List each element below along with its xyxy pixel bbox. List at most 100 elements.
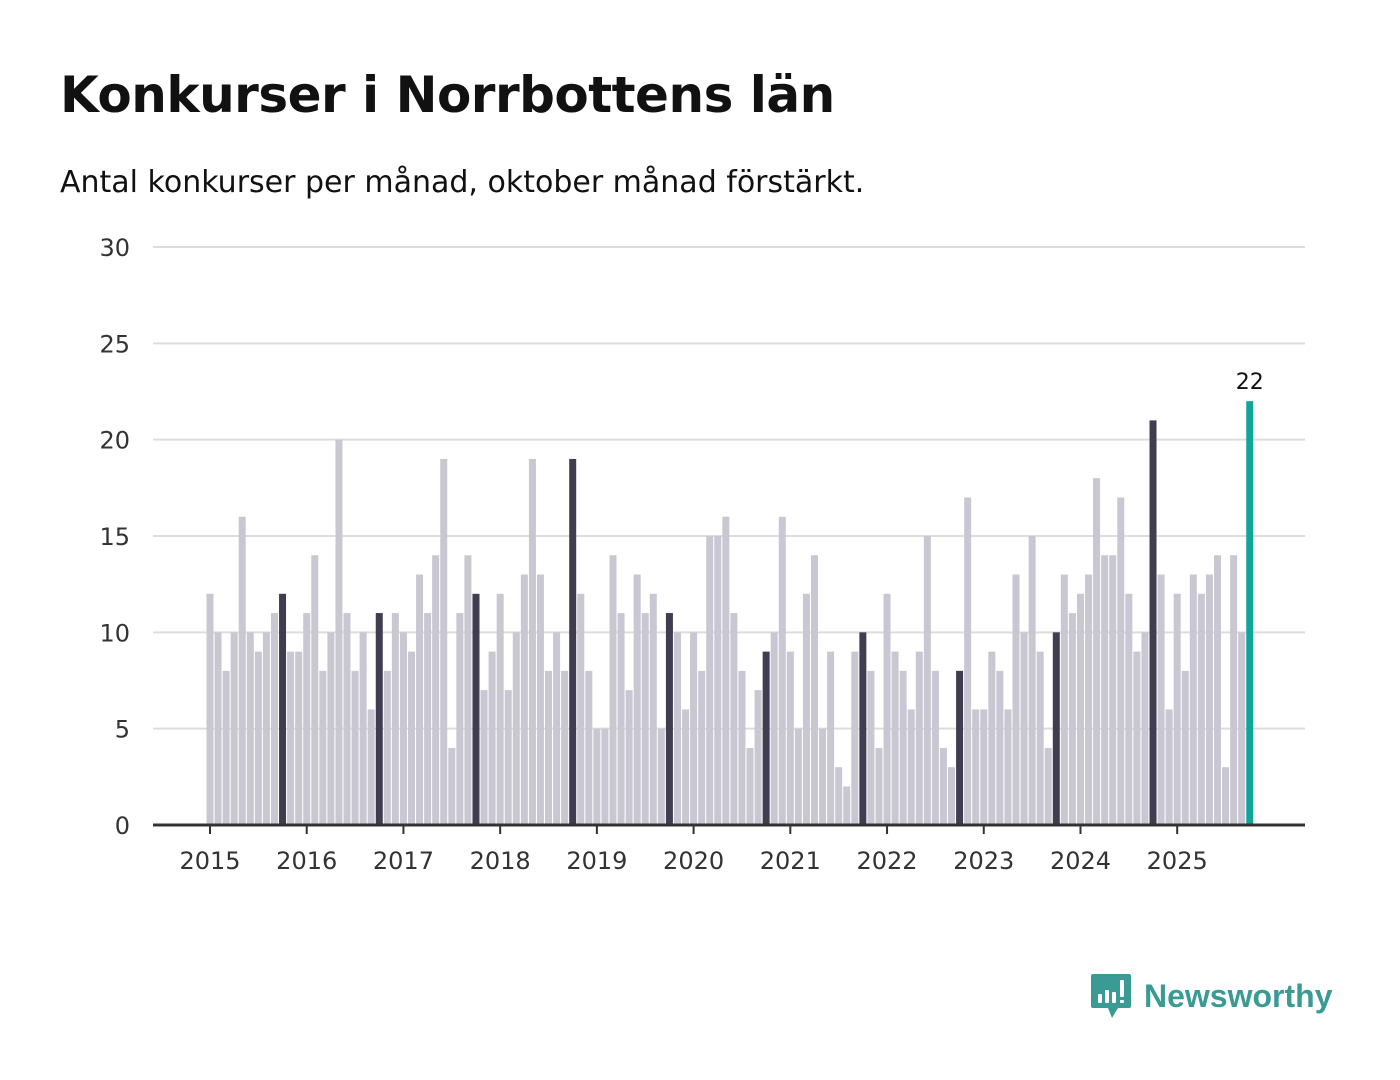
bar bbox=[601, 728, 609, 825]
newsworthy-logo-icon bbox=[1091, 974, 1131, 1018]
bar bbox=[359, 632, 367, 825]
bar bbox=[730, 613, 738, 825]
bar bbox=[577, 593, 585, 825]
bar bbox=[1238, 632, 1246, 825]
bar-october bbox=[1149, 420, 1157, 825]
x-tick-label: 2020 bbox=[663, 847, 724, 875]
bar bbox=[335, 439, 343, 825]
bar bbox=[416, 574, 424, 825]
bar bbox=[214, 632, 222, 825]
bar bbox=[875, 747, 883, 825]
x-tick-label: 2023 bbox=[953, 847, 1014, 875]
bar bbox=[351, 670, 359, 825]
bar bbox=[746, 747, 754, 825]
bar bbox=[561, 670, 569, 825]
bar bbox=[343, 613, 351, 825]
bar bbox=[1012, 574, 1020, 825]
bar bbox=[1020, 632, 1028, 825]
bar bbox=[399, 632, 407, 825]
bar bbox=[1076, 593, 1084, 825]
bar bbox=[1036, 651, 1044, 825]
bar bbox=[1157, 574, 1165, 825]
bar bbox=[391, 613, 399, 825]
y-tick-label: 10 bbox=[99, 619, 130, 647]
bar bbox=[794, 728, 802, 825]
bar bbox=[1181, 670, 1189, 825]
bar bbox=[1125, 593, 1133, 825]
bar bbox=[641, 613, 649, 825]
bar-october bbox=[665, 613, 673, 825]
bar bbox=[230, 632, 238, 825]
y-tick-label: 25 bbox=[99, 330, 130, 358]
bar-october bbox=[279, 593, 287, 825]
bar bbox=[319, 670, 327, 825]
x-tick-label: 2024 bbox=[1050, 847, 1111, 875]
bar bbox=[851, 651, 859, 825]
bar bbox=[553, 632, 561, 825]
bar bbox=[512, 632, 520, 825]
bar bbox=[899, 670, 907, 825]
bar bbox=[988, 651, 996, 825]
bar bbox=[536, 574, 544, 825]
bar bbox=[327, 632, 335, 825]
bar bbox=[383, 670, 391, 825]
bar bbox=[520, 574, 528, 825]
bar bbox=[424, 613, 432, 825]
bar bbox=[1004, 709, 1012, 825]
chart-subtitle: Antal konkurser per månad, oktober månad… bbox=[60, 165, 865, 200]
x-tick-label: 2019 bbox=[566, 847, 627, 875]
bar bbox=[883, 593, 891, 825]
x-tick-label: 2015 bbox=[179, 847, 240, 875]
bar bbox=[545, 670, 553, 825]
bar bbox=[246, 632, 254, 825]
bar bbox=[786, 651, 794, 825]
bar bbox=[778, 516, 786, 825]
bar bbox=[972, 709, 980, 825]
bar bbox=[1028, 536, 1036, 825]
bar bbox=[915, 651, 923, 825]
y-tick-label: 15 bbox=[99, 523, 130, 551]
bar-october bbox=[859, 632, 867, 825]
bar bbox=[1109, 555, 1117, 825]
bar bbox=[657, 728, 665, 825]
bar bbox=[1165, 709, 1173, 825]
bar bbox=[722, 516, 730, 825]
bar bbox=[464, 555, 472, 825]
bar bbox=[1093, 478, 1101, 825]
bar bbox=[1173, 593, 1181, 825]
bar-october bbox=[956, 670, 964, 825]
bar bbox=[907, 709, 915, 825]
x-tick-label: 2021 bbox=[760, 847, 821, 875]
bar bbox=[238, 516, 246, 825]
y-tick-label: 30 bbox=[99, 234, 130, 262]
bar bbox=[367, 709, 375, 825]
bar-october bbox=[375, 613, 383, 825]
chart-title: Konkurser i Norrbottens län bbox=[60, 66, 835, 124]
bar bbox=[673, 632, 681, 825]
bar bbox=[295, 651, 303, 825]
bar bbox=[440, 458, 448, 825]
bar bbox=[706, 536, 714, 825]
bar-october bbox=[1052, 632, 1060, 825]
bar bbox=[633, 574, 641, 825]
bar bbox=[254, 651, 262, 825]
bar bbox=[827, 651, 835, 825]
bar bbox=[891, 651, 899, 825]
bar bbox=[222, 670, 230, 825]
bar bbox=[1230, 555, 1238, 825]
bar bbox=[488, 651, 496, 825]
bar bbox=[1117, 497, 1125, 825]
bar bbox=[617, 613, 625, 825]
bar bbox=[408, 651, 415, 825]
bar bbox=[609, 555, 617, 825]
bar bbox=[819, 728, 827, 825]
bar bbox=[585, 670, 593, 825]
x-tick-label: 2022 bbox=[857, 847, 918, 875]
bar bbox=[923, 536, 931, 825]
bar bbox=[948, 767, 956, 825]
bar bbox=[690, 632, 698, 825]
bar bbox=[504, 690, 512, 825]
bar bbox=[448, 747, 456, 825]
x-tick-label: 2016 bbox=[276, 847, 337, 875]
bar-october bbox=[762, 651, 770, 825]
